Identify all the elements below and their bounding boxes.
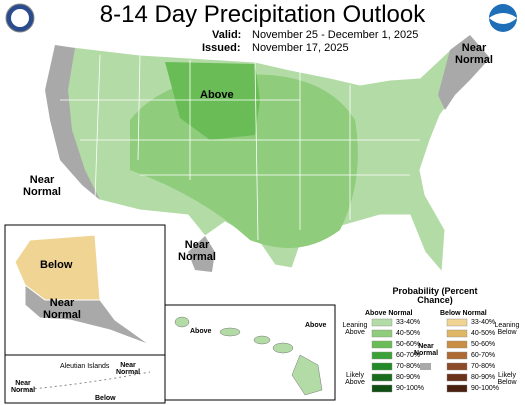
legend-title: Probability (Percent Chance) bbox=[392, 286, 478, 306]
legend-swatch bbox=[371, 351, 393, 360]
legend-near-normal: Near Normal bbox=[414, 343, 439, 358]
legend-swatch bbox=[446, 329, 468, 338]
legend-class-label: 90-100% bbox=[396, 385, 425, 392]
legend-leaning-above: Leaning Above bbox=[342, 322, 368, 337]
noaa-logo-inner bbox=[489, 13, 517, 24]
legend-swatch bbox=[371, 373, 393, 382]
legend-class-label: 60-70% bbox=[471, 352, 496, 359]
legend-below-header: Below Normal bbox=[440, 310, 487, 317]
legend-swatch bbox=[371, 362, 393, 371]
legend-class-label: 50-60% bbox=[396, 341, 421, 348]
near-normal-west bbox=[45, 45, 100, 200]
map-label: Near Normal bbox=[23, 174, 61, 198]
legend-swatch bbox=[371, 384, 393, 393]
legend-swatch bbox=[446, 318, 468, 327]
legend-swatch bbox=[371, 329, 393, 338]
legend-swatch bbox=[446, 340, 468, 349]
legend-class-label: 33-40% bbox=[471, 319, 496, 326]
legend-class-label: 80-90% bbox=[396, 374, 421, 381]
map-label: Near Normal bbox=[115, 362, 141, 377]
issued-text: November 17, 2025 bbox=[252, 42, 349, 54]
legend-leaning-below: Leaning Below bbox=[494, 322, 520, 337]
legend-swatches bbox=[371, 318, 468, 393]
doc-logo-inner bbox=[11, 9, 29, 27]
valid-label: Valid: bbox=[212, 29, 242, 41]
map-label: Aleutian Islands bbox=[60, 363, 110, 370]
map-label: Near Normal bbox=[43, 297, 81, 321]
alaska-near-normal bbox=[24, 284, 151, 346]
map-label: Below bbox=[95, 395, 116, 402]
near-normal-texas bbox=[188, 236, 215, 272]
legend-class-label: 90-100% bbox=[471, 385, 500, 392]
legend-swatch bbox=[371, 340, 393, 349]
issued-label: Issued: bbox=[202, 42, 241, 54]
legend-swatch bbox=[446, 362, 468, 371]
near-normal-ne bbox=[438, 35, 490, 110]
legend-class-label: 60-70% bbox=[396, 352, 421, 359]
legend-class-label: 40-50% bbox=[471, 330, 496, 337]
map-label: Near Normal bbox=[178, 239, 216, 263]
near-normal-swatch bbox=[420, 363, 431, 370]
legend-swatch bbox=[446, 384, 468, 393]
legend-class-label: 70-80% bbox=[471, 363, 496, 370]
legend-swatch bbox=[446, 351, 468, 360]
map-label: Above bbox=[200, 89, 234, 101]
legend-class-label: 33-40% bbox=[396, 319, 421, 326]
state-lines bbox=[60, 54, 420, 241]
legend-class-label: 50-60% bbox=[471, 341, 496, 348]
valid-text: November 25 - December 1, 2025 bbox=[252, 29, 419, 41]
map-label: Near Normal bbox=[455, 42, 493, 66]
legend-class-label: 80-90% bbox=[471, 374, 496, 381]
title: 8-14 Day Precipitation Outlook bbox=[99, 1, 426, 28]
legend-swatch bbox=[371, 318, 393, 327]
map-label: Above bbox=[305, 322, 327, 329]
aleutian-inset bbox=[4, 354, 166, 404]
map-label: Below bbox=[40, 259, 73, 271]
legend-above-header: Above Normal bbox=[365, 310, 413, 317]
legend-likely-above: Likely Above bbox=[345, 372, 365, 387]
map-label: Near Normal bbox=[10, 380, 36, 395]
hawaii-islands bbox=[174, 316, 323, 396]
map-label: Above bbox=[190, 328, 212, 335]
legend-class-label: 40-50% bbox=[396, 330, 421, 337]
legend-likely-below: Likely Below bbox=[497, 372, 517, 387]
above-50-60 bbox=[165, 62, 260, 140]
aleutian-islands bbox=[19, 371, 151, 391]
legend-class-label: 70-80% bbox=[396, 363, 421, 370]
legend-swatch bbox=[446, 373, 468, 382]
